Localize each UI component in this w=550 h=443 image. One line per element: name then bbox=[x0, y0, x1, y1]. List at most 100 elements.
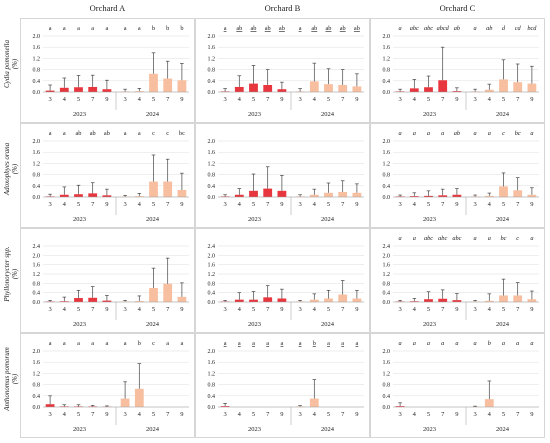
panel-1-3: 0.00.40.81.21.62.03a4abc5abc7abcd9ab3a4a… bbox=[370, 18, 545, 123]
y-tick-label: 0.0 bbox=[383, 405, 391, 411]
panel-1-2: 0.0 0.4 0.8 1.2 1.6 2.0 3 a 4 ab 5 ab 7 ab 9 ab 3 a 4 ab 5 ab… bbox=[195, 18, 370, 123]
significance-letter: a bbox=[124, 25, 127, 32]
bar bbox=[484, 399, 494, 407]
x-tick-label: 3 bbox=[398, 411, 401, 418]
y-tick-label: 1.2 bbox=[383, 56, 391, 62]
significance-letter: ab bbox=[454, 25, 460, 32]
bar bbox=[263, 85, 273, 92]
y-tick-label: 1.6 bbox=[383, 360, 391, 366]
y-tick-label: 1.6 bbox=[208, 360, 216, 366]
x-tick-label: 3 bbox=[123, 96, 126, 103]
chart-panels: 0.0 0.4 0.8 1.2 1.6 2.0 3 a 4 a 5 a 7 a 9 a 3 a 4 a 5 b 7 b 9 b 20… bbox=[20, 18, 545, 438]
y-tick-label: 1.2 bbox=[33, 161, 41, 167]
significance-letter: a bbox=[327, 340, 330, 347]
y-tick-label: 2.0 bbox=[208, 34, 216, 40]
x-tick-label: 3 bbox=[48, 411, 51, 418]
bar bbox=[249, 190, 258, 197]
y-tick-label: 0.4 bbox=[33, 79, 41, 85]
panel-3-1: 0.0 0.4 0.8 1.2 1.6 2.0 2.4 3 4 5 7 9 3 4 5 7 9 2023 2024 bbox=[20, 228, 195, 333]
significance-letter: a bbox=[181, 340, 184, 347]
y-tick-label: 0.4 bbox=[208, 291, 216, 297]
year-label: 2024 bbox=[496, 426, 510, 433]
x-tick-label: 9 bbox=[455, 411, 458, 418]
x-tick-label: 5 bbox=[152, 201, 155, 208]
x-tick-label: 9 bbox=[105, 306, 108, 313]
significance-letter: abc bbox=[424, 235, 433, 242]
orchard-c-header: Orchard C bbox=[440, 3, 476, 13]
bar bbox=[263, 188, 273, 197]
y-tick-label: 2.4 bbox=[383, 244, 391, 250]
y-tick-label: 0.8 bbox=[33, 68, 41, 74]
x-tick-label: 4 bbox=[63, 96, 67, 103]
bar bbox=[309, 194, 319, 197]
x-tick-label: 3 bbox=[123, 306, 126, 313]
panel-border bbox=[20, 123, 195, 228]
bar bbox=[484, 195, 494, 197]
y-tick-label: 2.0 bbox=[33, 253, 41, 259]
significance-letter: a bbox=[63, 340, 66, 347]
significance-letter: ab bbox=[265, 25, 271, 32]
bar bbox=[102, 300, 112, 302]
species-name: Cydia pomonella bbox=[3, 39, 11, 88]
significance-letter: abc bbox=[410, 25, 419, 32]
y-tick-label: 1.6 bbox=[208, 45, 216, 51]
bar bbox=[324, 84, 333, 92]
x-tick-label: 7 bbox=[516, 201, 520, 208]
x-tick-label: 7 bbox=[266, 96, 270, 103]
year-label: 2023 bbox=[248, 321, 261, 328]
bar bbox=[102, 195, 112, 197]
y-tick-label: 1.6 bbox=[33, 150, 41, 156]
significance-letter: a bbox=[441, 130, 444, 137]
bar bbox=[102, 89, 112, 92]
year-label: 2023 bbox=[248, 426, 261, 433]
y-tick-label: 0.4 bbox=[208, 394, 216, 400]
significance-letter: b bbox=[180, 25, 183, 32]
bar bbox=[499, 79, 508, 92]
year-label: 2024 bbox=[146, 111, 160, 118]
significance-letter: a bbox=[252, 340, 255, 347]
x-tick-label: 3 bbox=[473, 411, 476, 418]
x-tick-label: 9 bbox=[455, 96, 458, 103]
bar bbox=[45, 404, 55, 407]
bar bbox=[134, 91, 144, 92]
significance-letter: a bbox=[138, 130, 141, 137]
species-name: Adoxophyes orana bbox=[3, 142, 11, 196]
x-tick-label: 5 bbox=[327, 411, 330, 418]
y-tick-label: 0.4 bbox=[208, 79, 216, 85]
year-label: 2024 bbox=[146, 216, 160, 223]
x-tick-label: 9 bbox=[280, 201, 283, 208]
x-tick-label: 3 bbox=[298, 306, 301, 313]
x-tick-label: 3 bbox=[398, 306, 401, 313]
bar bbox=[309, 299, 319, 302]
significance-letter: a bbox=[530, 235, 533, 242]
x-tick-label: 5 bbox=[427, 306, 430, 313]
x-tick-label: 4 bbox=[313, 411, 317, 418]
bar bbox=[277, 298, 287, 302]
panel-border bbox=[370, 18, 545, 123]
species-label-2: Phyllonorycter spp. (%) bbox=[3, 246, 19, 302]
y-tick-label: 0.0 bbox=[33, 405, 41, 411]
year-label: 2023 bbox=[423, 321, 436, 328]
y-tick-label: 1.6 bbox=[208, 150, 216, 156]
y-tick-label: 1.6 bbox=[33, 360, 41, 366]
significance-letter: a bbox=[341, 340, 344, 347]
bar bbox=[134, 301, 144, 302]
significance-letter: a bbox=[138, 25, 141, 32]
x-tick-label: 9 bbox=[355, 411, 358, 418]
x-tick-label: 9 bbox=[105, 201, 108, 208]
significance-letter: ab bbox=[340, 25, 346, 32]
bar bbox=[177, 80, 187, 92]
y-tick-label: 0.0 bbox=[383, 195, 391, 201]
y-tick-label: 1.6 bbox=[33, 45, 41, 51]
x-tick-label: 3 bbox=[48, 306, 51, 313]
x-tick-label: 5 bbox=[427, 96, 430, 103]
panel-border bbox=[370, 333, 545, 438]
significance-letter: a bbox=[91, 340, 94, 347]
y-tick-label: 0.8 bbox=[383, 383, 391, 389]
y-tick-label: 0.8 bbox=[383, 281, 391, 287]
year-label: 2023 bbox=[423, 111, 436, 118]
bar bbox=[74, 194, 83, 197]
x-tick-label: 5 bbox=[152, 96, 155, 103]
significance-letter: ab bbox=[251, 25, 257, 32]
significance-letter: a bbox=[281, 340, 284, 347]
